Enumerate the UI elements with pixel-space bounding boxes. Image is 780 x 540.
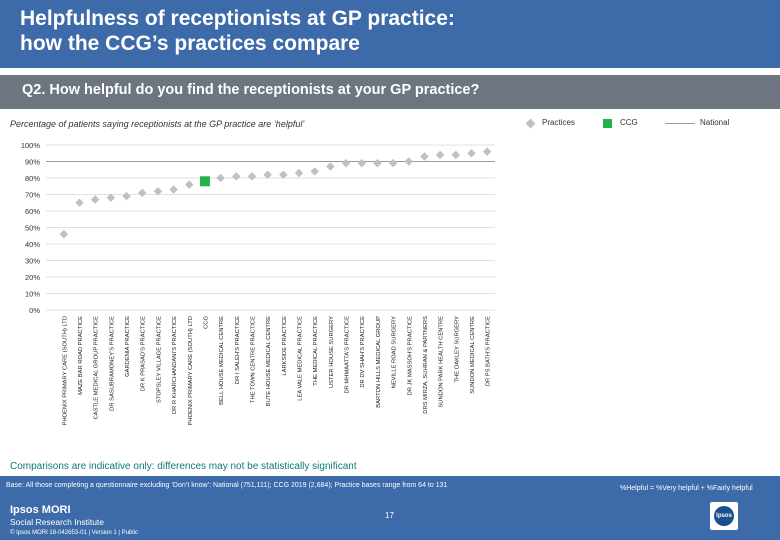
x-category-label: STOPSLEY VILLAGE PRACTICE bbox=[156, 316, 162, 403]
practice-marker bbox=[451, 150, 461, 160]
footer-bar bbox=[0, 476, 780, 540]
practice-marker bbox=[310, 167, 319, 176]
practice-marker bbox=[467, 149, 476, 158]
x-category-label: DR DV SHAH'S PRACTICE bbox=[360, 316, 366, 388]
x-category-label: THE TOWN CENTRE PRACTICE bbox=[250, 316, 256, 403]
copyright-text: © Ipsos MORI 18-042653-01 | Version 1 | … bbox=[10, 530, 138, 536]
x-category-label: NEVILLE ROAD SURGERY bbox=[392, 316, 398, 389]
significance-note: Comparisons are indicative only: differe… bbox=[10, 461, 357, 472]
y-tick-label: 0% bbox=[29, 306, 40, 315]
question-bar bbox=[0, 75, 780, 109]
practice-marker bbox=[435, 150, 445, 160]
x-category-label: THE MEDICAL PRACTICE bbox=[313, 316, 319, 386]
y-tick-label: 40% bbox=[25, 240, 40, 249]
ipsos-mori-logo-text: Ipsos MORI bbox=[10, 504, 71, 516]
x-category-label: PHOENIX PRIMARY CARE (SOUTH) LTD bbox=[62, 316, 68, 426]
x-category-label: DR K PRASAD'S PRACTICE bbox=[141, 316, 147, 391]
y-tick-label: 100% bbox=[21, 141, 41, 150]
practice-marker bbox=[420, 152, 429, 161]
ipsos-logo-icon: Ipsos bbox=[710, 502, 738, 530]
practice-marker bbox=[326, 162, 335, 171]
practice-marker bbox=[75, 198, 84, 207]
base-text: Base: All those completing a questionnai… bbox=[6, 482, 448, 489]
legend-ccg-label: CCG bbox=[620, 118, 638, 127]
x-category-label: DR MHMAATTA'S PRACTICE bbox=[345, 316, 351, 394]
x-category-label: DR I SALEH'S PRACTICE bbox=[235, 316, 241, 384]
x-category-label: MAZE BAR ROAD PRACTICE bbox=[78, 316, 84, 395]
legend-practice-marker-icon bbox=[525, 118, 536, 129]
x-category-label: DR JK MASSOH'S PRACTICE bbox=[407, 316, 413, 396]
x-category-label: DR R KHARCHANDANI'S PRACTICE bbox=[172, 316, 178, 414]
x-category-label: USTER HOUSE SURGERY bbox=[329, 316, 335, 388]
practice-marker bbox=[232, 172, 241, 181]
practice-marker bbox=[90, 195, 100, 204]
social-research-institute-text: Social Research Institute bbox=[10, 517, 105, 527]
practice-marker bbox=[216, 173, 225, 183]
x-category-label: BUTE HOUSE MEDICAL CENTRE bbox=[266, 316, 272, 406]
legend-practices-label: Practices bbox=[542, 118, 575, 127]
page-title: Helpfulness of receptionists at GP pract… bbox=[20, 6, 760, 56]
x-category-label: DR PS BATH'S PRACTICE bbox=[486, 316, 492, 386]
x-category-label: LEA VALE MEDICAL PRACTICE bbox=[298, 316, 304, 401]
x-category-label: LARKSIDE PRACTICE bbox=[282, 316, 288, 376]
legend-national-line-icon bbox=[665, 123, 695, 124]
x-category-label: CCG bbox=[203, 316, 209, 329]
x-category-label: BELL HOUSE MEDICAL CENTRE bbox=[219, 316, 225, 405]
practice-marker bbox=[341, 158, 351, 168]
y-tick-label: 50% bbox=[25, 224, 40, 233]
x-category-label: SUNDON MEDICAL CENTRE bbox=[470, 316, 476, 394]
y-tick-label: 20% bbox=[25, 273, 40, 282]
practice-marker bbox=[122, 191, 131, 201]
y-tick-label: 70% bbox=[25, 191, 40, 200]
helpfulness-chart: 0% 10% 20% 30% 40% 50% 60% 70% 80% 90% 100% PHOENIX… bbox=[21, 141, 495, 426]
practice-marker bbox=[137, 188, 147, 198]
legend-national-label: National bbox=[700, 118, 730, 127]
practice-marker bbox=[279, 170, 288, 179]
x-category-label: BARTON HILLS MEDICAL GROUP bbox=[376, 316, 382, 408]
page-number: 17 bbox=[385, 511, 394, 520]
practice-marker bbox=[357, 158, 366, 168]
x-category-label: THE OAKLEY SURGERY bbox=[454, 316, 460, 383]
chart-subtitle: Percentage of patients saying receptioni… bbox=[10, 119, 305, 129]
x-category-label: GARDENIA PRACTICE bbox=[125, 316, 131, 377]
practice-marker bbox=[169, 185, 178, 194]
x-category-label: PHOENIX PRIMARY CARE (SOUTH) LTD bbox=[188, 316, 194, 426]
x-category-label: SUNDON PARK HEALTH CENTRE bbox=[439, 316, 445, 408]
y-tick-label: 30% bbox=[25, 257, 40, 266]
practice-marker bbox=[482, 147, 492, 156]
header-bar bbox=[0, 0, 780, 68]
y-tick-label: 60% bbox=[25, 207, 40, 216]
practice-marker bbox=[59, 229, 69, 239]
practice-marker bbox=[388, 158, 398, 168]
practice-marker bbox=[263, 170, 272, 179]
practice-marker bbox=[247, 172, 257, 181]
ipsos-logo-mark: Ipsos bbox=[714, 506, 734, 526]
practice-marker bbox=[294, 168, 304, 178]
helpful-formula: %Helpful = %Very helpful + %Fairly helpf… bbox=[620, 485, 753, 492]
practice-marker bbox=[185, 180, 194, 189]
y-tick-label: 10% bbox=[25, 290, 40, 299]
title-line-1: Helpfulness of receptionists at GP pract… bbox=[20, 7, 455, 30]
x-category-label: CASTLE MEDICAL GROUP PRACTICE bbox=[94, 316, 100, 420]
practice-marker bbox=[373, 158, 382, 168]
y-tick-label: 80% bbox=[25, 174, 40, 183]
legend-ccg-marker-icon bbox=[603, 119, 612, 128]
y-tick-label: 90% bbox=[25, 158, 40, 167]
title-line-2: how the CCG’s practices compare bbox=[20, 32, 360, 55]
x-category-label: DRS MIRZA, SUHRAN & PARTNERS bbox=[423, 316, 429, 414]
ccg-marker bbox=[199, 176, 210, 187]
question-text: Q2. How helpful do you find the receptio… bbox=[22, 82, 480, 98]
x-category-label: DR SASUBRAMONEY'S PRACTICE bbox=[109, 316, 115, 411]
practice-marker bbox=[404, 157, 414, 166]
